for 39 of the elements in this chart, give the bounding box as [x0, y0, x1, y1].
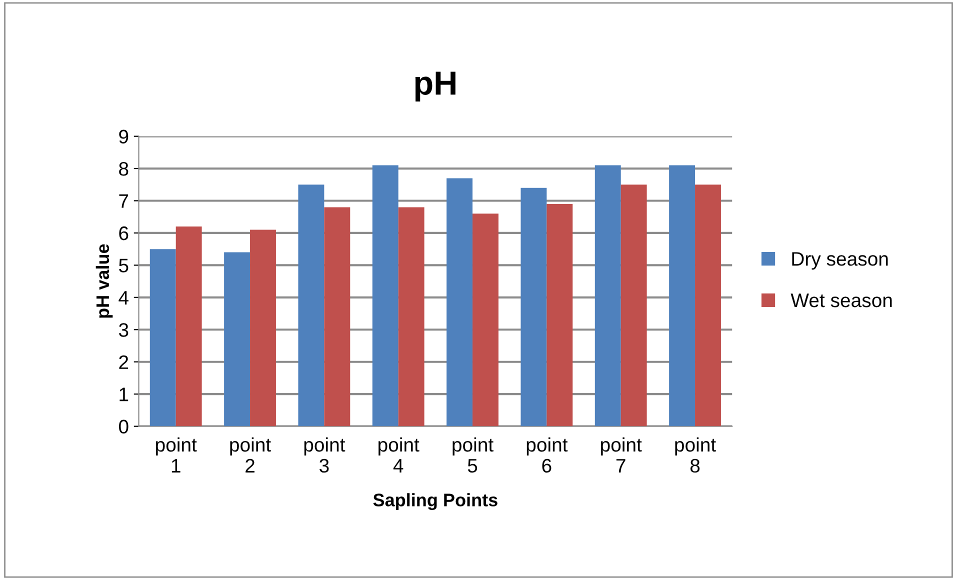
- y-tick-label: 3: [118, 323, 128, 337]
- chart-title: pH: [415, 72, 456, 102]
- legend-label: Wet season: [790, 294, 892, 308]
- bar: [620, 184, 647, 426]
- y-tick-label: 0: [118, 420, 128, 434]
- bar: [472, 214, 498, 426]
- bar: [150, 249, 176, 426]
- bar: [520, 188, 547, 426]
- x-tick-label: point 3: [304, 437, 346, 473]
- bar: [250, 230, 276, 426]
- y-tick-label: 7: [119, 194, 128, 208]
- y-tick-label: 1: [120, 388, 128, 402]
- bar: [176, 226, 202, 426]
- bar: [398, 207, 424, 426]
- x-tick-label: point 8: [675, 437, 716, 473]
- bar: [446, 178, 473, 426]
- bar: [372, 165, 398, 426]
- x-tick-label: point 7: [601, 437, 642, 472]
- x-tick-label: point 5: [452, 437, 494, 473]
- y-tick-label: 2: [119, 355, 128, 369]
- x-tick-label: point 4: [378, 437, 420, 472]
- x-tick-label: point 1: [156, 437, 197, 472]
- y-tick-label: 5: [119, 258, 128, 272]
- x-tick-label: point 6: [526, 437, 568, 473]
- y-axis-title: pH value: [96, 244, 113, 318]
- legend-label: Dry season: [792, 252, 888, 270]
- bar: [224, 252, 250, 426]
- bar: [594, 165, 621, 426]
- x-axis-title: Sapling Points: [373, 493, 498, 510]
- y-tick-label: 8: [119, 162, 128, 176]
- bar: [669, 165, 696, 426]
- bar: [546, 204, 573, 426]
- y-tick-label: 9: [119, 130, 128, 144]
- y-tick-label: 4: [118, 291, 128, 304]
- bar: [695, 184, 721, 426]
- x-tick-label: point 2: [230, 437, 271, 472]
- bar: [324, 207, 350, 426]
- bar: [298, 184, 324, 426]
- y-tick-label: 6: [119, 226, 128, 240]
